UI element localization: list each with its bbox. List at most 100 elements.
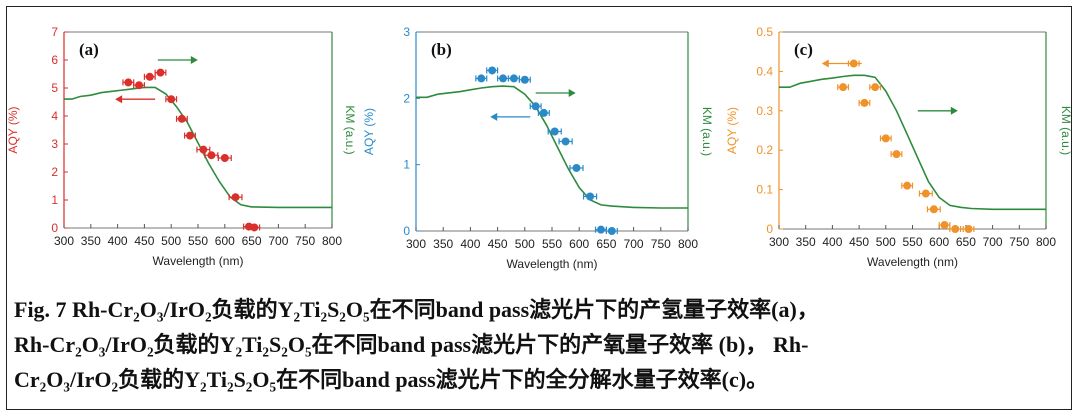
data-point: [207, 151, 216, 160]
right-arrow-head: [950, 106, 958, 115]
data-point: [199, 145, 208, 154]
data-point: [561, 137, 570, 146]
data-point: [903, 181, 912, 190]
x-tick-label: 600: [215, 234, 235, 248]
x-tick-label: 550: [902, 235, 922, 249]
x-tick-label: 700: [983, 235, 1003, 249]
x-tick-label: 550: [188, 234, 208, 248]
data-point: [124, 78, 133, 87]
x-tick-label: 400: [460, 237, 480, 251]
y-tick-label: 3: [51, 137, 58, 151]
data-point: [145, 72, 154, 81]
km-curve: [64, 86, 332, 209]
y-axis-label: AQY (%): [7, 106, 20, 153]
x-tick-label: 800: [1036, 235, 1056, 249]
data-point: [951, 225, 960, 233]
y-tick-label: 1: [403, 158, 410, 172]
data-point: [572, 163, 581, 172]
x-tick-label: 750: [651, 237, 671, 251]
data-point: [520, 75, 529, 84]
data-point: [892, 150, 901, 159]
right-arrow-head: [190, 56, 198, 64]
km-curve: [416, 85, 688, 209]
x-tick-label: 550: [542, 237, 562, 251]
x-axis-label: Wavelength (nm): [153, 254, 244, 268]
right-arrow-head: [568, 89, 576, 98]
x-axis-label: Wavelength (nm): [507, 257, 598, 271]
x-tick-label: 350: [81, 234, 101, 248]
data-point: [488, 66, 497, 75]
x-tick-label: 750: [295, 234, 315, 248]
y-tick-label: 7: [51, 25, 58, 39]
data-point: [596, 225, 605, 234]
figure-frame: 300 350 400 450 500 550 600 650 700 750 800 0 1 2 3 4 5 6…: [6, 6, 1072, 410]
x-tick-label: 450: [488, 237, 508, 251]
data-point: [964, 225, 973, 233]
x-tick-label: 300: [769, 235, 789, 249]
y-tick-label: 4: [51, 109, 58, 123]
x-tick-label: 800: [322, 234, 342, 248]
left-arrow-head: [490, 112, 498, 121]
y-tick-label: 2: [403, 91, 410, 105]
y-tick-label: 0.5: [756, 25, 773, 39]
y-tick-label: 5: [51, 81, 58, 95]
data-point: [940, 221, 949, 230]
y2-axis-label: KM (a.u.): [343, 105, 357, 154]
y-axis-label: AQY (%): [725, 107, 739, 154]
y-tick-label: 6: [51, 53, 58, 67]
x-tick-label: 350: [796, 235, 816, 249]
x-tick-label: 400: [822, 235, 842, 249]
x-tick-label: 700: [268, 234, 288, 248]
x-tick-label: 600: [569, 237, 589, 251]
chart-panel-0: 300 350 400 450 500 550 600 650 700 750 800 0 1 2 3 4 5 6…: [7, 25, 357, 268]
y-tick-label: 0: [51, 221, 58, 235]
y-tick-label: 1: [51, 193, 58, 207]
x-tick-label: 600: [929, 235, 949, 249]
y-tick-label: 0.2: [756, 143, 773, 157]
data-point: [156, 68, 165, 77]
x-tick-label: 350: [433, 237, 453, 251]
x-tick-label: 650: [956, 235, 976, 249]
y-tick-label: 2: [51, 165, 58, 179]
y-tick-label: 0: [766, 222, 773, 236]
x-tick-label: 500: [515, 237, 535, 251]
data-point: [839, 83, 848, 92]
left-arrow-head: [821, 59, 829, 68]
x-tick-label: 300: [54, 234, 74, 248]
data-point: [477, 74, 486, 83]
data-point: [929, 205, 938, 214]
y2-axis-label: KM (a.u.): [1059, 106, 1071, 155]
x-tick-label: 650: [242, 234, 262, 248]
data-point: [499, 74, 508, 83]
data-point: [231, 193, 240, 202]
chart-panel-2: 300 350 400 450 500 550 600 650 700 750 800 0 0.1 0.2…: [725, 25, 1071, 269]
y-tick-label: 0: [403, 224, 410, 238]
caption-line-3: Cr₂O₃/IrO₂负载的Y₂Ti₂S₂O₅在不同band pass滤光片下的全…: [14, 367, 769, 392]
chart-panel-1: 300 350 400 450 500 550 600 650 700 750 800 0 1 2 3 Wav…: [362, 25, 714, 271]
x-tick-label: 800: [678, 237, 698, 251]
data-point: [509, 74, 518, 83]
x-tick-label: 650: [596, 237, 616, 251]
x-tick-label: 750: [1009, 235, 1029, 249]
x-tick-label: 450: [849, 235, 869, 249]
data-point: [607, 227, 616, 235]
panel-label: (c): [794, 40, 813, 59]
km-curve: [779, 74, 1046, 211]
panel-label: (b): [431, 40, 452, 59]
caption-line-1: Fig. 7 Rh-Cr₂O₃/IrO₂负载的Y₂Ti₂S₂O₅在不同band …: [14, 297, 819, 322]
data-point: [586, 192, 595, 201]
y-tick-label: 3: [403, 25, 410, 39]
caption-line-2: Rh-Cr₂O₃/IrO₂负载的Y₂Ti₂S₂O₅在不同band pass滤光片…: [14, 332, 809, 357]
data-point: [531, 102, 540, 111]
panel-label: (a): [79, 40, 99, 59]
data-point: [220, 154, 229, 162]
figure-charts: 300 350 400 450 500 550 600 650 700 750 8000123456…: [7, 25, 1071, 271]
x-tick-label: 700: [624, 237, 644, 251]
y-axis-label: AQY (%): [362, 108, 376, 155]
data-point: [860, 98, 869, 107]
data-point: [550, 127, 559, 136]
figure-caption: Fig. 7 Rh-Cr₂O₃/IrO₂负载的Y₂Ti₂S₂O₅在不同band …: [14, 292, 1066, 397]
data-point: [539, 108, 548, 117]
x-tick-label: 400: [108, 234, 128, 248]
data-point: [871, 83, 880, 92]
